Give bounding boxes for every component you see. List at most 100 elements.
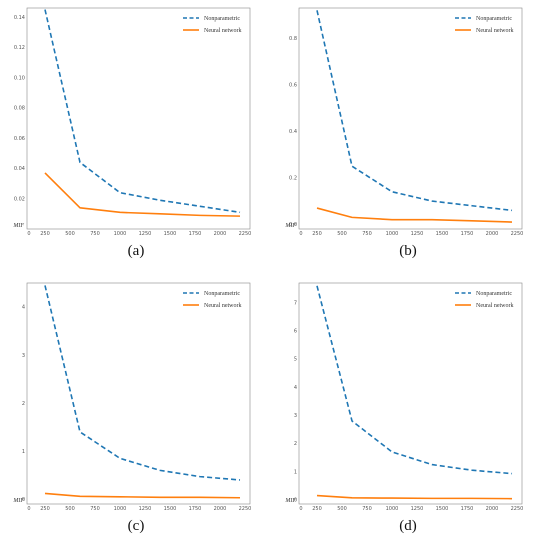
y-tick-label: 1 [22, 449, 25, 455]
chart-b: 0.0 0.2 0.4 0.6 0.8 250 500 750 1000 1250 1500 1750… [284, 7, 524, 237]
x-tick-label: 2250 [511, 231, 524, 237]
plot-frame [26, 7, 251, 230]
legend-label: Neural network [476, 303, 514, 309]
y-tick-label: 4 [22, 305, 25, 311]
x-tick-label: 1250 [411, 506, 424, 512]
caption-b: (b) [399, 243, 417, 259]
caption-c: (c) [127, 518, 145, 534]
x-tick-label: 1500 [436, 231, 449, 237]
series-line-nonparametric [44, 285, 241, 481]
y-axis-label: MIF [284, 498, 296, 504]
x-tick-label: 2250 [239, 231, 252, 237]
x-tick-label: 2250 [239, 506, 252, 512]
x-tick-label: 1500 [164, 506, 177, 512]
y-tick-label: 5 [294, 357, 297, 363]
y-tick-label: 0.8 [289, 36, 297, 42]
x-tick-label: 750 [362, 506, 372, 512]
series-line-neural-network [316, 494, 513, 500]
origin-tick-label: 0 [299, 506, 302, 512]
x-tick-label: 500 [337, 506, 347, 512]
legend-label: Neural network [476, 28, 514, 34]
origin-tick-label: 0 [27, 506, 30, 512]
x-tick-label: 250 [40, 506, 50, 512]
legend-label: Nonparametric [204, 291, 240, 297]
y-tick-label: 3 [22, 353, 25, 359]
chart-panel-a: 0.02 0.04 0.06 0.08 0.10 0.12 0.14 250 500 750 100… [0, 0, 272, 275]
x-tick-label: 250 [312, 506, 322, 512]
chart-panel-c: 0 1 2 3 4 250 500 750 1000 1250 1500 1750 2000 2250 0 M… [0, 275, 272, 550]
y-axis-label: MIF [12, 498, 24, 504]
y-tick-label: 3 [294, 413, 297, 419]
x-tick-label: 500 [337, 231, 347, 237]
chart-c: 0 1 2 3 4 250 500 750 1000 1250 1500 1750 2000 2250 0M… [12, 282, 252, 512]
y-tick-label: 4 [294, 385, 297, 391]
y-tick-label: 0 [294, 497, 297, 503]
y-tick-label: 7 [294, 300, 297, 306]
caption-d: (d) [399, 518, 417, 534]
y-axis-label: MIF [284, 223, 296, 229]
x-tick-label: 1500 [436, 506, 449, 512]
plot-frame [298, 7, 523, 230]
y-tick-label: 0.4 [289, 129, 297, 135]
y-tick-label: 0.10 [14, 75, 25, 81]
y-axis-label: MIF [12, 223, 24, 229]
x-tick-label: 1000 [386, 506, 399, 512]
y-tick-label: 2 [294, 441, 297, 447]
x-tick-label: 1000 [114, 506, 127, 512]
series-line-neural-network [44, 172, 241, 217]
origin-tick-label: 0 [27, 231, 30, 237]
x-tick-label: 750 [90, 506, 100, 512]
x-tick-label: 250 [40, 231, 50, 237]
series-line-neural-network [316, 207, 513, 223]
series-line-neural-network [44, 492, 241, 499]
y-tick-label: 0.14 [14, 15, 25, 21]
x-tick-label: 2000 [486, 506, 499, 512]
legend-label: Nonparametric [476, 16, 512, 22]
x-tick-label: 1000 [114, 231, 127, 237]
x-tick-label: 1750 [461, 506, 474, 512]
legend-label: Nonparametric [476, 291, 512, 297]
legend-label: Nonparametric [204, 16, 240, 22]
chart-d: 0 1 2 3 4 5 6 7 250 500 750 1000 1250 1500 1750 2000 225… [284, 282, 524, 512]
x-tick-label: 500 [65, 506, 75, 512]
x-tick-label: 750 [90, 231, 100, 237]
chart-panel-d: 0 1 2 3 4 5 6 7 250 500 750 1000 1250 1500 1750 2000 225… [272, 275, 544, 550]
y-tick-label: 0.2 [289, 176, 297, 182]
x-tick-label: 1250 [139, 231, 152, 237]
x-tick-label: 2250 [511, 506, 524, 512]
y-tick-label: 0.6 [289, 82, 297, 88]
x-tick-label: 2000 [214, 231, 227, 237]
y-tick-label: 6 [294, 329, 297, 335]
origin-tick-label: 0 [299, 231, 302, 237]
plot-frame [298, 282, 523, 505]
series-line-nonparametric [316, 10, 513, 212]
y-tick-label: 0.02 [14, 196, 25, 202]
y-tick-label: 0 [22, 497, 25, 503]
x-tick-label: 2000 [486, 231, 499, 237]
plot-frame [26, 282, 251, 505]
chart-panel-b: 0.0 0.2 0.4 0.6 0.8 250 500 750 1000 1250 1500 1750… [272, 0, 544, 275]
x-tick-label: 1250 [411, 231, 424, 237]
x-tick-label: 1500 [164, 231, 177, 237]
series-line-nonparametric [316, 285, 513, 475]
y-tick-label: 0.0 [289, 222, 297, 228]
x-tick-label: 2000 [214, 506, 227, 512]
legend-label: Neural network [204, 303, 242, 309]
x-tick-label: 1250 [139, 506, 152, 512]
legend-label: Neural network [204, 28, 242, 34]
series-line-nonparametric [44, 9, 241, 214]
caption-a: (a) [127, 243, 145, 259]
x-tick-label: 250 [312, 231, 322, 237]
y-tick-label: 0.08 [14, 106, 25, 112]
y-tick-label: 0.12 [14, 45, 25, 51]
y-tick-label: 0.06 [14, 136, 25, 142]
y-tick-label: 1 [294, 469, 297, 475]
y-tick-label: 0.04 [14, 166, 25, 172]
x-tick-label: 1750 [189, 506, 202, 512]
x-tick-label: 1750 [189, 231, 202, 237]
y-tick-label: 2 [22, 401, 25, 407]
x-tick-label: 750 [362, 231, 372, 237]
x-tick-label: 500 [65, 231, 75, 237]
x-tick-label: 1750 [461, 231, 474, 237]
x-tick-label: 1000 [386, 231, 399, 237]
